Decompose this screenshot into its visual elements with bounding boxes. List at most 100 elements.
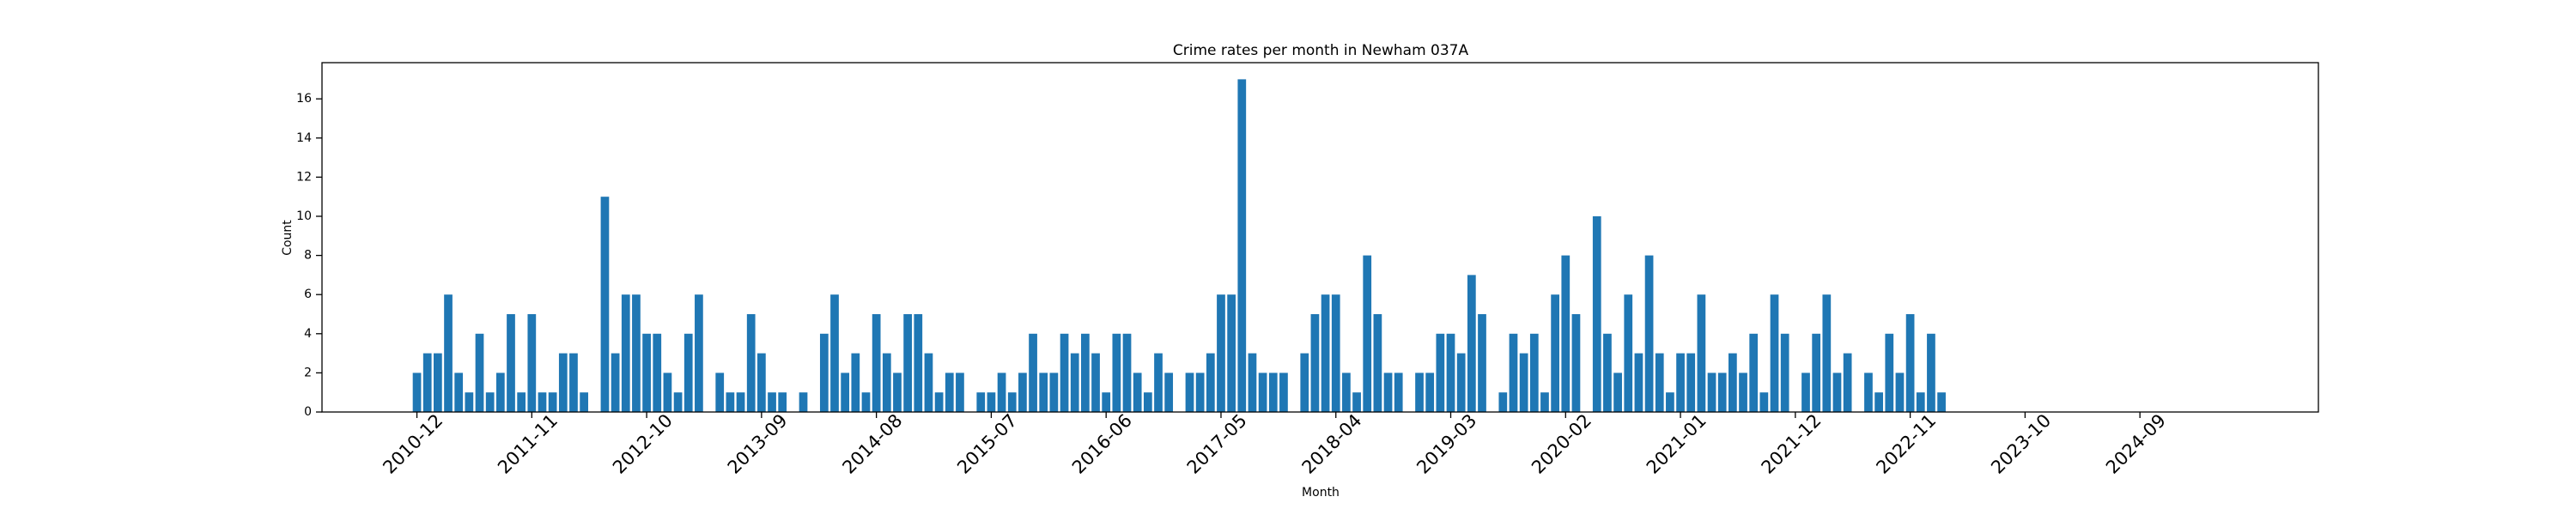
bar <box>412 373 422 412</box>
bar <box>1592 215 1601 412</box>
bar <box>1529 333 1539 412</box>
x-tick-label: 2024-09 <box>2102 410 2170 478</box>
bar <box>1905 313 1915 412</box>
x-tick-label: 2011-11 <box>494 410 562 478</box>
bar <box>778 392 787 412</box>
bar <box>1749 333 1759 412</box>
x-tick-label: 2017-05 <box>1183 410 1251 478</box>
bar <box>1478 313 1486 412</box>
bar <box>580 392 588 412</box>
bar <box>768 392 776 412</box>
x-tick-label: 2013-09 <box>724 410 792 478</box>
bar <box>1310 313 1320 412</box>
bar <box>1279 373 1288 412</box>
y-tick-label: 8 <box>304 249 312 263</box>
bar <box>1195 373 1205 412</box>
x-tick-label: 2012-10 <box>609 410 677 478</box>
bar <box>1832 373 1842 412</box>
bar <box>1655 353 1664 412</box>
bar <box>1874 392 1883 412</box>
x-tick-label: 2019-03 <box>1413 410 1480 478</box>
bar <box>695 294 703 412</box>
bar <box>1164 373 1174 412</box>
bar <box>1133 373 1142 412</box>
bar <box>746 313 756 412</box>
bar <box>1456 353 1466 412</box>
bar <box>757 353 766 412</box>
bar <box>1060 333 1069 412</box>
bar <box>1759 392 1769 412</box>
bar <box>799 392 808 412</box>
bar <box>1540 392 1549 412</box>
y-tick-label: 6 <box>304 288 312 301</box>
bar <box>1613 373 1622 412</box>
bar <box>956 373 964 412</box>
bar <box>1446 333 1455 412</box>
chart-title: Crime rates per month in Newham 037A <box>1173 42 1469 59</box>
bar <box>621 294 630 412</box>
bar <box>736 392 745 412</box>
x-tick-label: 2020-02 <box>1528 410 1595 478</box>
bar <box>434 353 442 412</box>
x-tick-label: 2014-08 <box>838 410 906 478</box>
bar <box>1049 373 1059 412</box>
bar <box>683 333 693 412</box>
bar <box>485 392 495 412</box>
bar <box>465 392 474 412</box>
bar <box>1467 275 1476 412</box>
bar <box>987 392 996 412</box>
bar <box>945 373 954 412</box>
bar <box>1519 353 1528 412</box>
bar <box>882 353 891 412</box>
bar <box>653 333 662 412</box>
x-tick-label: 2021-12 <box>1758 410 1826 478</box>
x-tick-label: 2015-07 <box>953 410 1021 478</box>
bar <box>1112 333 1121 412</box>
bar <box>1039 373 1048 412</box>
bar <box>819 333 829 412</box>
bar <box>507 313 515 412</box>
bar <box>1895 373 1905 412</box>
bar <box>1843 353 1852 412</box>
bar <box>830 294 839 412</box>
bar <box>1081 333 1090 412</box>
bar <box>1864 373 1873 412</box>
bar <box>1143 392 1152 412</box>
bar <box>422 353 432 412</box>
bar <box>1822 294 1832 412</box>
bar <box>1812 333 1821 412</box>
bar <box>1154 353 1163 412</box>
bar <box>914 313 923 412</box>
bar <box>495 373 505 412</box>
bar <box>893 373 902 412</box>
bar <box>558 353 568 412</box>
bar <box>851 353 860 412</box>
bar <box>1363 255 1372 412</box>
bar <box>1383 373 1393 412</box>
bar <box>663 373 672 412</box>
bar <box>1415 373 1424 412</box>
bar <box>1300 353 1309 412</box>
bar <box>1937 392 1946 412</box>
bar <box>1624 294 1633 412</box>
bar <box>1091 353 1100 412</box>
bar <box>454 373 464 412</box>
x-tick-label: 2010-12 <box>379 410 447 478</box>
x-tick-label: 2022-11 <box>1872 410 1940 478</box>
bar <box>1102 392 1111 412</box>
x-tick-label: 2021-01 <box>1643 410 1710 478</box>
bar <box>1498 392 1508 412</box>
bar <box>1331 294 1340 412</box>
bar <box>1697 294 1706 412</box>
bar <box>1927 333 1935 412</box>
x-tick-label: 2023-10 <box>1987 410 2055 478</box>
bar <box>1185 373 1194 412</box>
bar <box>997 373 1006 412</box>
bar <box>1394 373 1403 412</box>
x-tick-label: 2016-06 <box>1068 410 1136 478</box>
y-axis-label: Count <box>281 220 295 256</box>
bar <box>1686 353 1696 412</box>
bar <box>1676 353 1685 412</box>
bar <box>1707 373 1716 412</box>
bar <box>1551 294 1559 412</box>
